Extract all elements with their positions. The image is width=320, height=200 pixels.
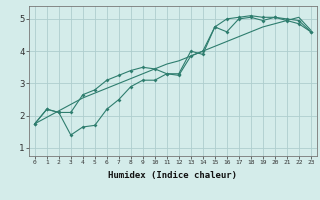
- X-axis label: Humidex (Indice chaleur): Humidex (Indice chaleur): [108, 171, 237, 180]
